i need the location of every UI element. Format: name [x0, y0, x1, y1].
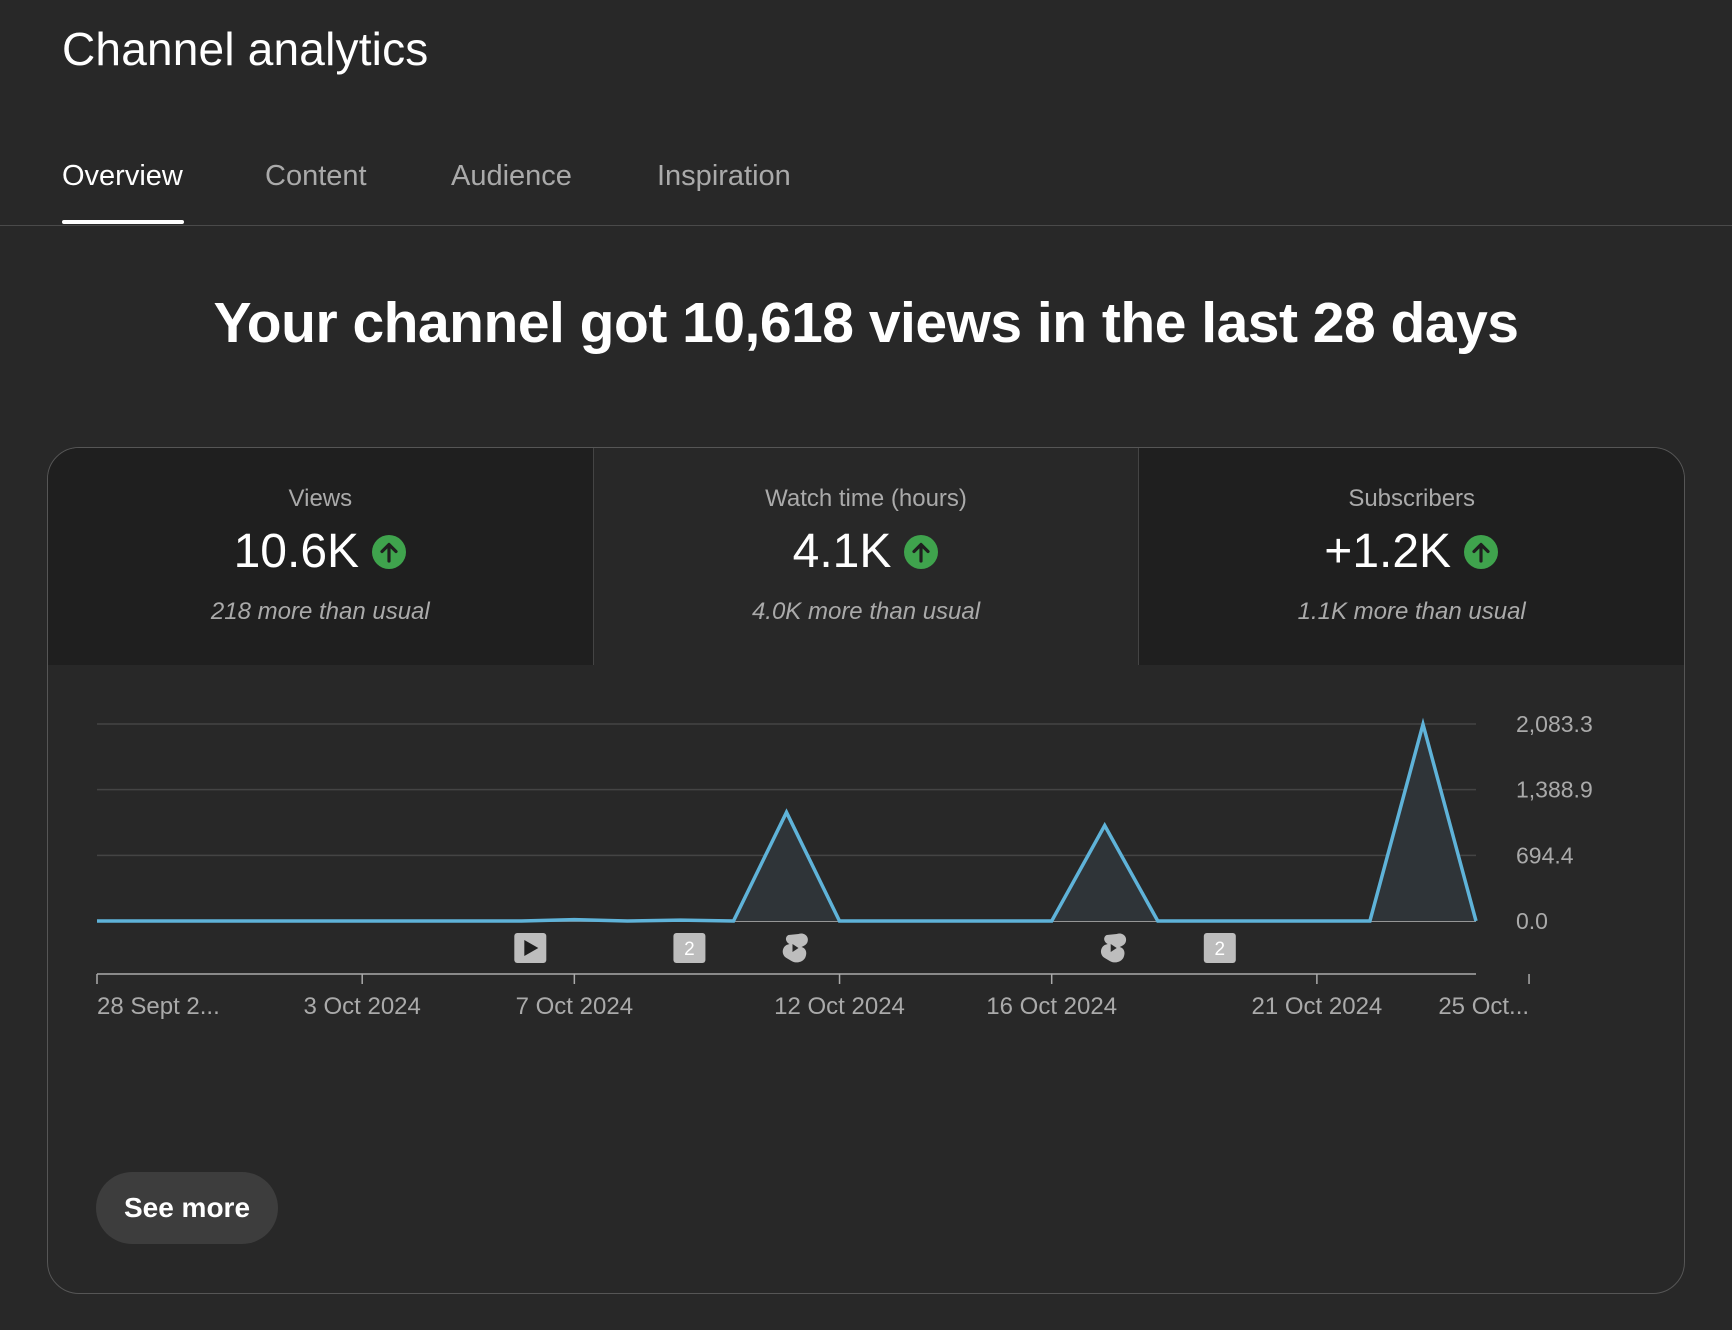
x-tick-label: 12 Oct 2024: [774, 993, 905, 1020]
tab-audience[interactable]: Audience: [451, 160, 572, 192]
metric-note: 218 more than usual: [210, 598, 430, 625]
metric-label: Watch time (hours): [765, 485, 967, 512]
upload-count-label: 2: [1215, 939, 1226, 960]
see-more-button[interactable]: See more: [96, 1172, 278, 1244]
shorts-icon: [782, 933, 808, 963]
metric-label: Subscribers: [1348, 485, 1476, 512]
trend-up-icon: [904, 534, 939, 569]
metric-subscribers[interactable]: Subscribers +1.2K 1.1K more than usual: [1138, 448, 1684, 665]
x-tick-label: 3 Oct 2024: [303, 993, 420, 1020]
metric-watch-time[interactable]: Watch time (hours) 4.1K 4.0K more than u…: [592, 448, 1139, 665]
play-icon: [524, 940, 539, 956]
metric-note: 4.0K more than usual: [751, 598, 981, 625]
y-tick-label: 2,083.3: [1516, 711, 1593, 737]
metric-value: 10.6K: [233, 525, 360, 578]
metric-value: 4.1K: [792, 525, 892, 578]
metric-label: Views: [288, 485, 353, 512]
upload-count-marker: [673, 933, 706, 963]
x-tick-label: 28 Sept 2...: [97, 993, 220, 1020]
tab-inspiration[interactable]: Inspiration: [657, 160, 791, 192]
metric-note: 1.1K more than usual: [1297, 598, 1526, 625]
upload-count-label: 2: [684, 939, 695, 960]
upload-count-marker: [1203, 933, 1236, 963]
y-tick-label: 1,388.9: [1516, 777, 1593, 803]
metric-views[interactable]: Views 10.6K 218 more than usual: [48, 448, 593, 665]
series-line: [97, 717, 1478, 923]
analytics-card: Views 10.6K 218 more than usual Watch ti…: [47, 447, 1685, 1294]
trend-up-icon: [372, 534, 407, 569]
metric-value: +1.2K: [1324, 525, 1452, 578]
series-area: [97, 724, 1476, 921]
y-tick-label: 694.4: [1516, 842, 1574, 868]
x-tick-label: 25 Oct...: [1438, 993, 1529, 1020]
active-tab-indicator: [62, 220, 184, 224]
tab-bar: Overview Content Audience Inspiration: [0, 150, 1732, 226]
x-tick-label: 21 Oct 2024: [1252, 993, 1383, 1020]
x-tick-label: 16 Oct 2024: [986, 993, 1117, 1020]
trend-up-icon: [1464, 534, 1499, 569]
watch-time-chart: 2,083.3 1,388.9 694.4 0.0 2 2 28 Sept 2... 3 Oc…: [96, 711, 1593, 1020]
headline: Your channel got 10,618 views in the las…: [213, 291, 1519, 355]
shorts-icon: [1100, 933, 1127, 963]
page-title: Channel analytics: [62, 23, 429, 75]
x-tick-label: 7 Oct 2024: [516, 993, 633, 1020]
y-tick-label: 0.0: [1516, 908, 1548, 934]
tab-overview[interactable]: Overview: [62, 160, 183, 192]
tab-content[interactable]: Content: [265, 160, 367, 192]
metric-tabs: Views 10.6K 218 more than usual Watch ti…: [48, 448, 1684, 665]
